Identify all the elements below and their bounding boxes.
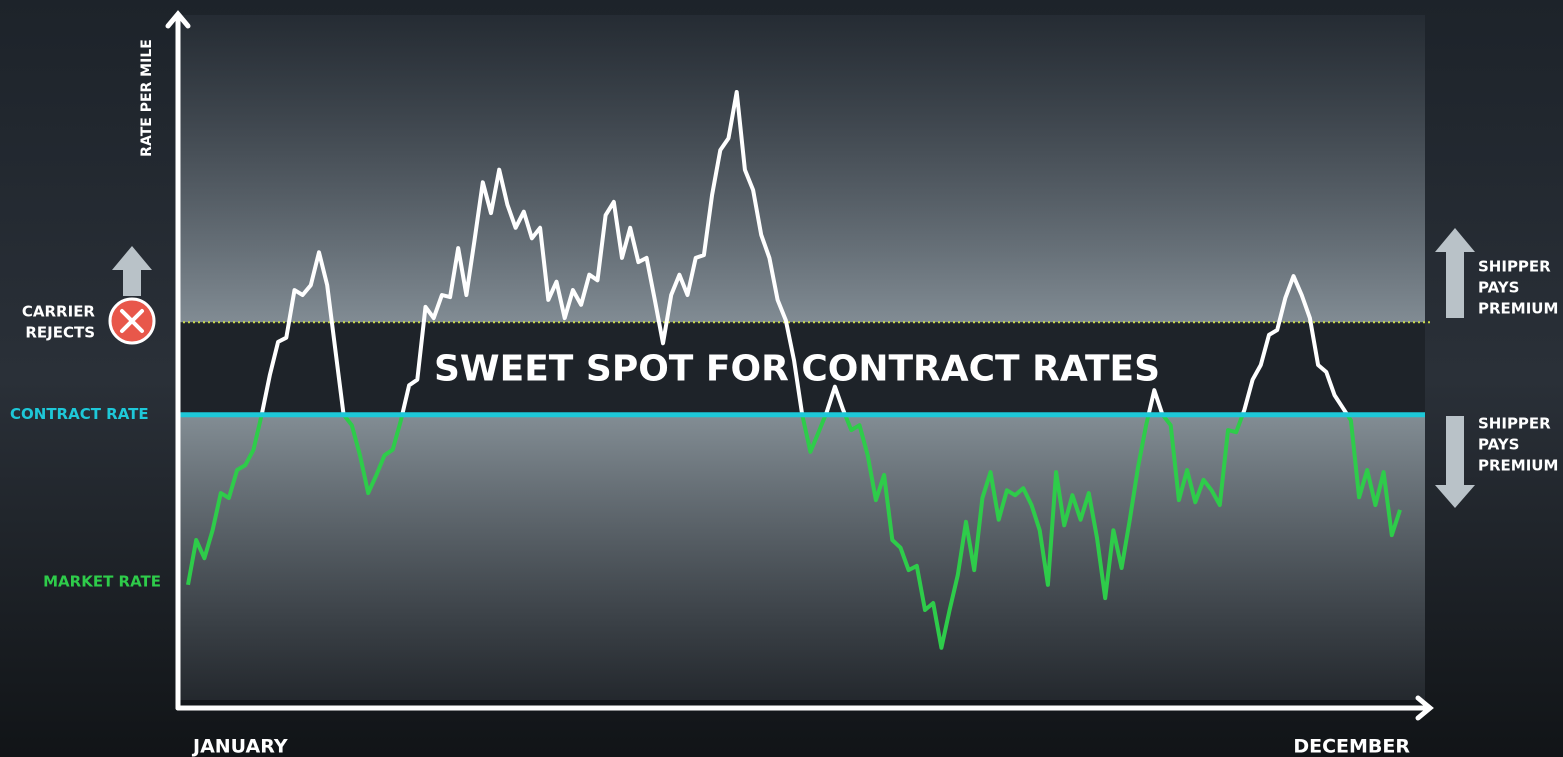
chart: SWEET SPOT FOR CONTRACT RATES RATE PER M… [0, 0, 1563, 757]
lower-band [178, 415, 1425, 700]
upper-note: PREMIUM [1478, 300, 1558, 318]
upper-band [178, 15, 1425, 322]
upper-note: PAYS [1478, 279, 1519, 297]
contract-rate-label: CONTRACT RATE [10, 405, 149, 423]
reject-icon [110, 299, 154, 343]
market-rate-label: MARKET RATE [43, 573, 161, 591]
upper-note: SHIPPER [1478, 258, 1551, 276]
x-start-label: JANUARY [191, 736, 288, 757]
carrier-rejects-label: CARRIER [22, 303, 96, 321]
lower-note: PREMIUM [1478, 457, 1558, 475]
lower-note: PAYS [1478, 436, 1519, 454]
y-axis-label: RATE PER MILE [139, 39, 155, 157]
lower-note: SHIPPER [1478, 415, 1551, 433]
carrier-rejects-label: REJECTS [25, 324, 95, 342]
x-end-label: DECEMBER [1293, 736, 1410, 757]
